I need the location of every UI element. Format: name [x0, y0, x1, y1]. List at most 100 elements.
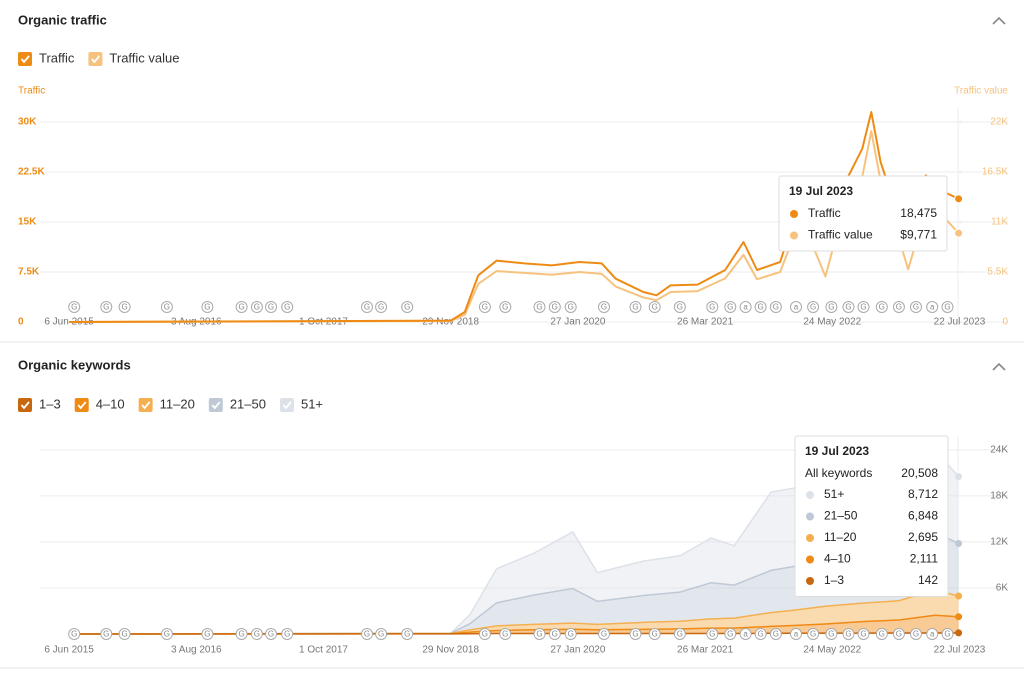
update-marker-label: G — [677, 303, 683, 312]
update-marker[interactable] — [100, 628, 113, 640]
update-marker[interactable] — [68, 628, 81, 640]
update-marker[interactable] — [875, 628, 888, 640]
update-marker[interactable] — [118, 628, 131, 640]
tooltip-dot — [790, 210, 798, 218]
update-marker[interactable] — [842, 301, 855, 313]
update-marker[interactable] — [629, 301, 642, 313]
update-marker[interactable] — [564, 301, 577, 313]
legend-checkbox[interactable] — [138, 398, 153, 412]
legend-checkbox[interactable] — [208, 398, 223, 412]
legend-label[interactable]: 1–3 — [39, 396, 61, 411]
update-marker[interactable] — [825, 628, 838, 640]
legend-label[interactable]: 11–20 — [160, 396, 195, 411]
tooltip-name: Traffic value — [808, 228, 873, 242]
legend-label[interactable]: 51+ — [301, 396, 323, 411]
legend-checkbox[interactable] — [88, 52, 103, 66]
update-marker[interactable] — [235, 301, 248, 313]
collapse-toggle[interactable] — [992, 362, 1006, 371]
update-marker[interactable] — [598, 301, 610, 313]
update-marker[interactable] — [754, 301, 767, 313]
update-marker[interactable] — [926, 301, 939, 313]
legend-label[interactable]: 4–10 — [96, 396, 125, 411]
update-marker[interactable] — [281, 301, 294, 313]
update-marker[interactable] — [548, 301, 561, 313]
update-marker[interactable] — [790, 301, 802, 313]
update-marker-label: G — [536, 630, 542, 639]
update-marker[interactable] — [739, 628, 752, 640]
update-marker[interactable] — [375, 301, 388, 313]
update-marker[interactable] — [250, 628, 263, 640]
update-marker[interactable] — [401, 628, 414, 640]
update-marker[interactable] — [875, 301, 888, 313]
update-marker[interactable] — [825, 301, 838, 313]
update-marker[interactable] — [941, 628, 954, 640]
legend-checkbox[interactable] — [279, 398, 294, 412]
update-marker[interactable] — [478, 301, 491, 313]
update-marker-label: G — [913, 630, 919, 639]
update-marker[interactable] — [926, 628, 939, 640]
update-marker[interactable] — [533, 628, 546, 640]
update-marker[interactable] — [724, 301, 737, 313]
update-marker[interactable] — [160, 628, 173, 640]
update-marker[interactable] — [375, 628, 388, 640]
update-marker[interactable] — [265, 301, 277, 313]
legend-checkbox[interactable] — [74, 398, 89, 412]
update-marker[interactable] — [533, 301, 546, 313]
update-marker[interactable] — [478, 628, 491, 640]
legend-check — [91, 55, 101, 64]
update-marker[interactable] — [754, 628, 767, 640]
update-marker[interactable] — [706, 628, 719, 640]
update-marker[interactable] — [892, 628, 905, 640]
update-marker[interactable] — [250, 301, 263, 313]
update-marker[interactable] — [629, 628, 642, 640]
update-marker[interactable] — [361, 301, 373, 313]
update-marker[interactable] — [598, 628, 610, 640]
update-marker[interactable] — [499, 628, 512, 640]
update-marker[interactable] — [739, 301, 752, 313]
update-marker[interactable] — [941, 301, 954, 313]
update-marker[interactable] — [499, 301, 512, 313]
y-tick-label: 6K — [996, 583, 1009, 594]
update-marker[interactable] — [118, 301, 131, 313]
update-marker[interactable] — [842, 628, 855, 640]
x-tick-label: 29 Nov 2018 — [422, 317, 479, 328]
update-marker-label: a — [930, 303, 935, 312]
update-marker[interactable] — [265, 628, 277, 640]
update-marker[interactable] — [892, 301, 905, 313]
update-marker-label: G — [860, 303, 866, 312]
update-marker[interactable] — [201, 628, 214, 640]
update-marker[interactable] — [648, 301, 661, 313]
update-marker[interactable] — [790, 628, 802, 640]
tooltip-total-value: 20,508 — [901, 466, 938, 480]
legend-label[interactable]: 21–50 — [230, 396, 266, 411]
update-marker[interactable] — [361, 628, 373, 640]
update-marker[interactable] — [281, 628, 294, 640]
update-marker[interactable] — [564, 628, 577, 640]
update-marker[interactable] — [235, 628, 248, 640]
legend-checkbox[interactable] — [18, 398, 32, 412]
update-marker[interactable] — [401, 301, 414, 313]
update-marker[interactable] — [769, 628, 782, 640]
update-marker[interactable] — [648, 628, 661, 640]
update-marker[interactable] — [548, 628, 561, 640]
update-marker[interactable] — [160, 301, 173, 313]
update-marker[interactable] — [68, 301, 81, 313]
update-marker[interactable] — [769, 301, 782, 313]
collapse-toggle[interactable] — [992, 16, 1006, 25]
update-marker[interactable] — [857, 628, 870, 640]
update-marker[interactable] — [910, 628, 922, 640]
legend-label[interactable]: Traffic value — [109, 50, 179, 65]
legend-checkbox[interactable] — [18, 52, 32, 66]
update-marker[interactable] — [857, 301, 870, 313]
update-marker[interactable] — [706, 301, 719, 313]
update-marker[interactable] — [201, 301, 214, 313]
update-marker[interactable] — [807, 301, 820, 313]
update-marker[interactable] — [673, 628, 686, 640]
y2-tick-label: 11K — [991, 217, 1008, 228]
update-marker[interactable] — [910, 301, 922, 313]
update-marker[interactable] — [807, 628, 820, 640]
update-marker[interactable] — [100, 301, 113, 313]
update-marker[interactable] — [724, 628, 737, 640]
legend-label[interactable]: Traffic — [39, 50, 75, 65]
update-marker[interactable] — [673, 301, 686, 313]
